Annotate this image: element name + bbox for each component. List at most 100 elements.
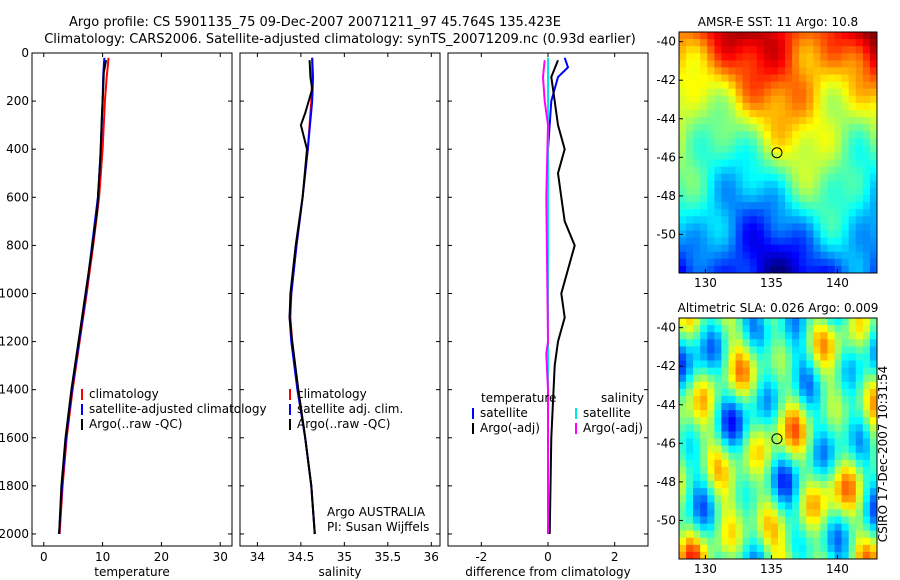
sla-heatmap-cell (728, 459, 737, 468)
sst-heatmap-cell (714, 95, 723, 104)
sla-heatmap-cell (841, 438, 850, 447)
sst-heatmap-cell (693, 202, 701, 210)
sst-heatmap-cell (763, 251, 772, 260)
sst-heatmap-cell (841, 110, 850, 118)
sla-heatmap-cell (770, 473, 779, 482)
sla-heatmap-cell (707, 332, 715, 340)
sst-heatmap (679, 32, 877, 273)
sla-heatmap-cell (679, 473, 687, 482)
sst-heatmap-cell (735, 46, 744, 54)
sst-heatmap-cell (770, 46, 779, 54)
sla-heatmap-cell (714, 332, 723, 340)
sst-heatmap-cell (686, 60, 694, 69)
sst-heatmap-cell (848, 32, 857, 40)
sst-heatmap-cell (841, 265, 850, 273)
sst-heatmap-cell (785, 81, 793, 90)
sst-heatmap-cell (848, 265, 857, 273)
sla-heatmap-cell (785, 438, 793, 447)
sla-heatmap-cell (707, 551, 715, 559)
sla-heatmap-cell (841, 403, 850, 411)
sst-heatmap-cell (799, 124, 807, 132)
sla-heatmap-cell (778, 516, 786, 525)
sst-heatmap-cell (693, 138, 701, 146)
sla-heatmap-cell (721, 509, 730, 518)
sst-heatmap-cell (742, 88, 751, 97)
sst-heatmap-cell (827, 166, 836, 175)
sla-heatmap-cell (735, 509, 744, 518)
sst-heatmap-cell (770, 159, 779, 168)
sla-heatmap-cell (742, 360, 751, 369)
sla-heatmap-cell (785, 488, 793, 496)
sst-heatmap-cell (834, 265, 843, 273)
sst-heatmap-cell (707, 258, 715, 267)
sla-heatmap-cell (679, 353, 687, 362)
sst-heatmap-cell (869, 138, 877, 146)
sla-heatmap-cell (785, 516, 793, 525)
sla-heatmap-cell (855, 459, 864, 468)
sla-heatmap-cell (785, 360, 793, 369)
sla-heatmap-cell (792, 473, 800, 482)
sla-heatmap-cell (806, 495, 814, 503)
sla-heatmap-cell (827, 481, 836, 489)
sst-heatmap-cell (721, 152, 730, 161)
sst-heatmap-cell (869, 131, 877, 139)
sst-heatmap-cell (700, 110, 708, 118)
temperature-xlabel: temperature (94, 565, 169, 579)
sst-heatmap-cell (749, 216, 758, 224)
sst-heatmap-cell (679, 173, 687, 182)
sst-heatmap-cell (735, 152, 744, 161)
sla-heatmap-cell (707, 360, 715, 369)
sst-heatmap-cell (693, 117, 701, 125)
sst-heatmap-cell (756, 39, 765, 47)
sla-heatmap-cell (728, 523, 737, 532)
sla-heatmap-cell (714, 318, 723, 326)
sla-heatmap-cell (700, 410, 708, 418)
sst-heatmap-cell (700, 166, 708, 175)
sst-heatmap-cell (735, 209, 744, 217)
sst-heatmap-cell (813, 46, 822, 54)
sla-heatmap-cell (862, 318, 871, 326)
sst-heatmap-cell (841, 145, 850, 154)
sla-heatmap-cell (700, 530, 708, 539)
sla-heatmap-cell (841, 466, 850, 475)
sla-heatmap-cell (806, 339, 814, 347)
sst-heatmap-cell (686, 216, 694, 224)
sst-heatmap-cell (862, 138, 871, 146)
sla-heatmap-cell (778, 332, 786, 340)
sla-heatmap-cell (749, 410, 758, 418)
sst-heatmap-cell (763, 88, 772, 97)
sst-heatmap-cell (721, 244, 730, 253)
sst-heatmap-cell (848, 88, 857, 97)
sla-heatmap-cell (827, 403, 836, 411)
sst-heatmap-cell (714, 74, 723, 83)
sst-heatmap-cell (721, 195, 730, 203)
sst-heatmap-cell (778, 88, 786, 97)
sst-heatmap-cell (686, 124, 694, 132)
sla-heatmap-cell (855, 466, 864, 475)
sla-heatmap-cell (862, 530, 871, 539)
sst-heatmap-cell (742, 251, 751, 260)
sla-heatmap-cell (679, 495, 687, 503)
sst-heatmap-cell (841, 216, 850, 224)
sla-heatmap-cell (728, 417, 737, 425)
sst-heatmap-cell (792, 124, 800, 132)
sst-heatmap-cell (820, 46, 829, 54)
sla-heatmap-cell (742, 353, 751, 362)
sla-heatmap-cell (707, 438, 715, 447)
sst-heatmap-cell (770, 265, 779, 273)
sst-heatmap-cell (827, 95, 836, 104)
sla-heatmap-cell (749, 516, 758, 525)
sst-heatmap-cell (693, 173, 701, 182)
sst-heatmap-cell (679, 159, 687, 168)
sla-heatmap-cell (686, 360, 694, 369)
sla-heatmap-cell (813, 325, 822, 333)
sla-heatmap-cell (799, 445, 807, 454)
sst-heatmap-cell (869, 53, 877, 61)
sst-heatmap-cell (834, 145, 843, 154)
sst-heatmap-cell (778, 145, 786, 154)
sla-heatmap-cell (834, 403, 843, 411)
sst-heatmap-cell (714, 265, 723, 273)
sst-heatmap-cell (799, 32, 807, 40)
sla-heatmap-cell (707, 530, 715, 539)
sst-heatmap-cell (862, 117, 871, 125)
